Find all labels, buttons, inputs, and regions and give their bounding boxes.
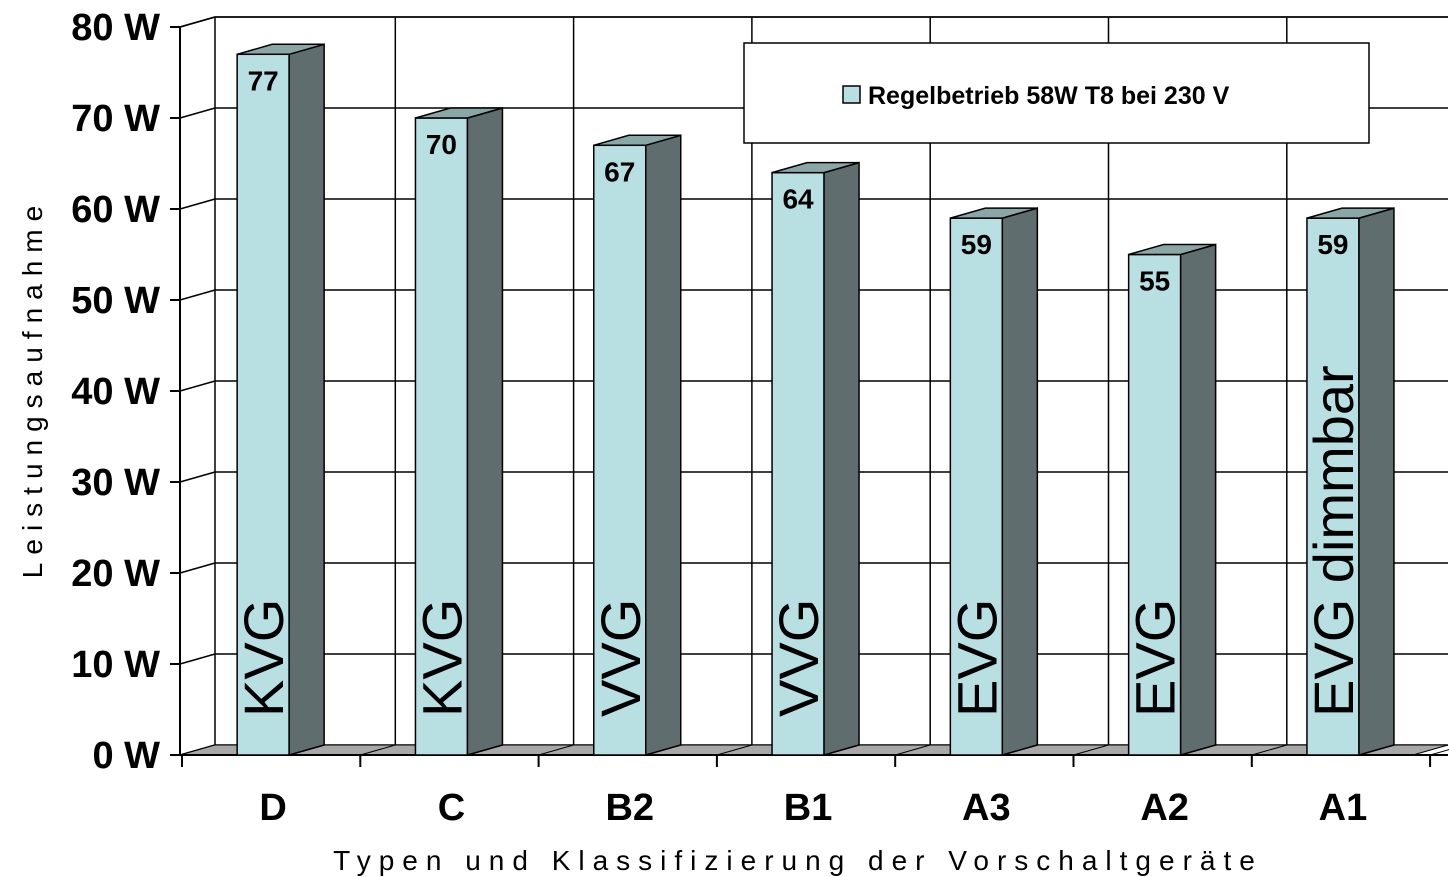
- value-label: 77: [248, 65, 279, 96]
- bar-front: [236, 53, 290, 756]
- gridline-side-6: [179, 198, 216, 210]
- x-axis-title: Typen und Klassifizierung der Vorschaltg…: [333, 845, 1263, 876]
- bar-type-label: VVG: [589, 599, 652, 717]
- floor-divider-4: [895, 744, 931, 756]
- bar-top: [1306, 207, 1395, 219]
- gridline-side-7: [179, 107, 216, 119]
- bar-top: [236, 43, 325, 56]
- floor-divider-1: [360, 744, 396, 756]
- value-label: 59: [961, 229, 992, 260]
- bar-top: [593, 134, 681, 147]
- x-tick-label: C: [438, 787, 465, 829]
- y-tick-label: 50 W: [71, 280, 160, 322]
- bar-front: [771, 171, 825, 756]
- floor-divider-5: [1073, 744, 1109, 756]
- bar-front: [949, 217, 1004, 756]
- gridline-side-3: [179, 471, 216, 483]
- y-tick-label: 30 W: [71, 462, 160, 504]
- labels-layer: 77 KVG D 70 KVG C 67 VVG B2 64 VVG B1 59 EVG A3 55 EVG A2…: [232, 65, 1367, 829]
- y-axis-top-connector: [179, 16, 216, 28]
- x-tick-label: D: [259, 787, 286, 829]
- value-label: 70: [426, 129, 457, 160]
- y-axis-title: Leistungsaufnahme: [17, 198, 48, 578]
- legend: Regelbetrieb 58W T8 bei 230 V: [743, 42, 1370, 144]
- y-tick-label: 10 W: [71, 644, 160, 686]
- axis-layer: 0 W 10 W 20 W 30 W 40 W 50 W 60 W 70 W 80 W: [71, 7, 1448, 777]
- bar-front: [1306, 217, 1360, 756]
- x-tick-label: A2: [1140, 787, 1189, 829]
- gridline-side-4: [179, 380, 216, 392]
- bar-top: [415, 107, 503, 119]
- x-tick-label: B1: [784, 787, 833, 829]
- bar-type-label: EVG: [945, 599, 1008, 717]
- gridline-side-1: [179, 653, 216, 665]
- legend-label: Regelbetrieb 58W T8 bei 230 V: [868, 82, 1230, 110]
- bar-top: [771, 161, 860, 174]
- gridline-side-5: [179, 289, 216, 301]
- y-tick-label: 70 W: [71, 98, 160, 140]
- bar-top: [1128, 243, 1216, 256]
- legend-swatch: [842, 85, 861, 104]
- x-tick-label: B2: [605, 787, 654, 829]
- floor-divider-6: [1251, 744, 1287, 756]
- bar-front: [593, 144, 647, 756]
- bar-top: [950, 207, 1038, 219]
- y-tick-label: 60 W: [71, 189, 160, 231]
- gridline-side-2: [179, 562, 216, 574]
- x-tick-label: A3: [962, 787, 1011, 829]
- x-tick-label: A1: [1319, 787, 1368, 829]
- value-label: 67: [604, 156, 635, 187]
- floor-divider-7: [1429, 749, 1449, 756]
- y-tick-label: 0 W: [92, 735, 160, 777]
- floor-divider-2: [538, 744, 574, 756]
- bar-type-label: EVG dimmbar: [1302, 365, 1365, 717]
- value-label: 64: [782, 184, 814, 215]
- bar-type-label: KVG: [410, 599, 473, 717]
- bar-type-label: VVG: [767, 599, 830, 717]
- bars-layer: [236, 43, 1395, 756]
- bar-type-label: EVG: [1124, 599, 1187, 717]
- floor-divider-3: [716, 744, 753, 756]
- y-tick-label: 20 W: [71, 553, 160, 595]
- bar-type-label: KVG: [232, 599, 295, 717]
- bar-front: [1127, 253, 1182, 756]
- value-label: 59: [1317, 229, 1348, 260]
- y-tick-label: 40 W: [71, 371, 160, 413]
- y-tick-label: 80 W: [71, 7, 160, 49]
- value-label: 55: [1139, 266, 1170, 297]
